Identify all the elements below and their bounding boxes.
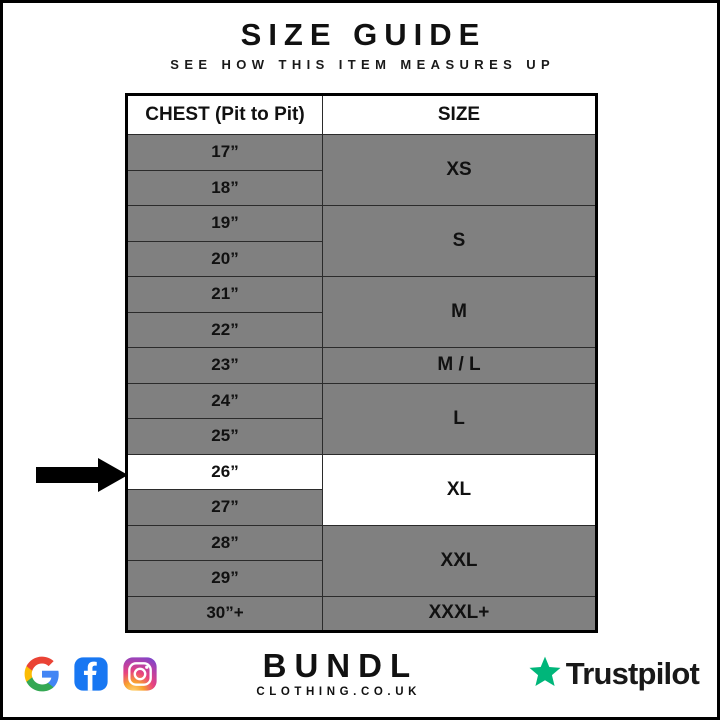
right-arrow-icon: [36, 458, 128, 492]
size-cell: XL: [322, 453, 597, 526]
size-cell: XXL: [322, 524, 597, 597]
measurement-cell: 29”: [126, 560, 323, 597]
size-table: CHEST (Pit to Pit) SIZE 17” XS 18” 19” S 20” 2…: [125, 93, 598, 633]
brand-logo: BUNDL CLOTHING.CO.UK: [252, 649, 421, 699]
table-header-row: CHEST (Pit to Pit) SIZE: [126, 94, 597, 135]
page-subtitle: SEE HOW THIS ITEM MEASURES UP: [170, 57, 556, 72]
google-icon[interactable]: [23, 655, 61, 693]
brand-domain: CLOTHING.CO.UK: [256, 686, 422, 699]
measurement-cell: 17”: [126, 134, 323, 171]
instagram-icon[interactable]: [121, 655, 159, 693]
measurement-cell: 20”: [126, 240, 323, 277]
social-links: [23, 655, 159, 693]
table-row: 28” XXL: [126, 524, 597, 597]
table-row: 25”: [126, 418, 597, 455]
size-cell: M / L: [322, 347, 597, 384]
size-table-body: 17” XS 18” 19” S 20” 21” M 22” 23” M / L 24” L 25” 26”…: [126, 134, 597, 632]
size-table-container: CHEST (Pit to Pit) SIZE 17” XS 18” 19” S 20” 2…: [125, 93, 598, 633]
trustpilot-label: Trustpilot: [565, 656, 700, 691]
measurement-cell: 21”: [126, 276, 323, 313]
trustpilot-star-icon: [528, 655, 562, 694]
measurement-cell: 24”: [126, 382, 323, 419]
brand-name: BUNDL: [262, 647, 419, 685]
table-row: 19” S: [126, 205, 597, 277]
facebook-icon[interactable]: [72, 655, 110, 693]
measurement-cell: 19”: [126, 205, 323, 242]
measurement-cell: 22”: [126, 311, 323, 348]
table-row: 30”+ XXXL+: [126, 595, 597, 632]
table-row: 17” XS: [126, 134, 597, 206]
table-row: 23” M / L: [126, 347, 597, 384]
size-cell: L: [322, 382, 597, 455]
measurement-cell: 18”: [126, 169, 323, 206]
table-row: 26” XL: [126, 453, 597, 526]
page-footer: BUNDL CLOTHING.CO.UK Trustpilot: [3, 639, 717, 709]
table-row: 29”: [126, 560, 597, 597]
measurement-cell: 26”: [126, 453, 323, 490]
measurement-cell: 27”: [126, 489, 323, 526]
table-row: 21” M: [126, 276, 597, 348]
page-title: SIZE GUIDE: [240, 17, 487, 52]
measurement-cell: 30”+: [126, 595, 323, 632]
size-cell: XS: [322, 134, 597, 206]
column-header-chest: CHEST (Pit to Pit): [126, 94, 323, 135]
measurement-cell: 25”: [126, 418, 323, 455]
size-cell: XXXL+: [322, 595, 597, 632]
measurement-cell: 23”: [126, 347, 323, 384]
column-header-size: SIZE: [322, 94, 597, 135]
measurement-cell: 28”: [126, 524, 323, 561]
table-row: 20”: [126, 240, 597, 277]
size-cell: S: [322, 205, 597, 277]
table-row: 18”: [126, 169, 597, 206]
size-cell: M: [322, 276, 597, 348]
trustpilot-logo[interactable]: Trustpilot: [528, 655, 700, 694]
table-row: 24” L: [126, 382, 597, 455]
table-row: 27”: [126, 489, 597, 526]
